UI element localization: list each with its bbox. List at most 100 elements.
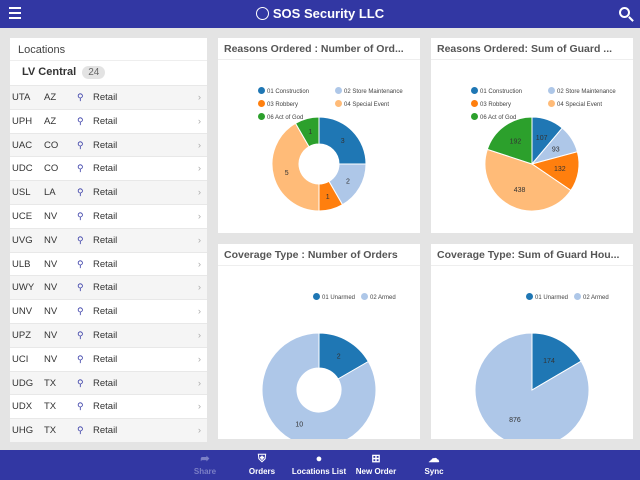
toolbar-locations-list-button[interactable]: ● Locations List — [284, 452, 354, 476]
location-code: UCI — [12, 353, 29, 365]
location-row[interactable]: UAC CO ⚲ Retail › — [10, 132, 207, 157]
pie-chart: 174 876 — [474, 332, 590, 439]
location-state: NV — [44, 353, 58, 365]
legend-label: 01 Construction — [267, 89, 310, 95]
toolbar-share-button[interactable]: ➦ Share — [170, 452, 240, 476]
toolbar-sync-button[interactable]: ☁ Sync — [399, 452, 469, 476]
location-code: UWY — [12, 282, 35, 294]
chart-card: Reasons Ordered : Number of Ord... 01 Con… — [218, 38, 420, 233]
location-type: Retail — [93, 425, 118, 437]
legend-item[interactable]: 03 Robbery — [471, 100, 511, 108]
location-row[interactable]: UCI NV ⚲ Retail › — [10, 346, 207, 371]
chevron-right-icon: › — [197, 258, 201, 270]
location-code: UPZ — [12, 329, 31, 341]
location-type: Retail — [93, 115, 118, 127]
location-code: UPH — [12, 115, 33, 127]
location-code: USL — [12, 187, 31, 199]
location-group[interactable]: LV Central 24 — [10, 61, 207, 85]
location-row[interactable]: UWY NV ⚲ Retail › — [10, 275, 207, 300]
location-row[interactable]: UVG NV ⚲ Retail › — [10, 227, 207, 252]
location-row[interactable]: USL LA ⚲ Retail › — [10, 180, 207, 204]
legend-item[interactable]: 02 Armed — [574, 293, 609, 301]
pie-chart: 2 10 — [261, 332, 377, 439]
pie-slice[interactable] — [261, 332, 377, 439]
chart-title: Reasons Ordered : Number of Ord... — [218, 38, 420, 60]
location-row[interactable]: UNV NV ⚲ Retail › — [10, 299, 207, 323]
legend-item[interactable]: 04 Special Event — [548, 100, 602, 108]
search-icon[interactable] — [619, 7, 630, 18]
locations-panel: Locations LV Central 24 UTA AZ ⚲ Retail ›… — [10, 38, 207, 442]
toolbar-label: Orders — [248, 467, 276, 476]
legend-item[interactable]: 06 Act of God — [471, 113, 516, 121]
app-title-text: SOS Security LLC — [272, 6, 385, 21]
location-state: AZ — [44, 92, 57, 103]
legend-item[interactable]: 04 Special Event — [335, 100, 389, 108]
legend-item[interactable]: 03 Robbery — [258, 100, 298, 108]
location-row[interactable]: UPZ NV ⚲ Retail › — [10, 322, 207, 347]
location-row[interactable]: UHG TX ⚲ Retail › — [10, 418, 207, 442]
location-code: UCE — [12, 210, 33, 222]
pie-slice[interactable] — [486, 116, 533, 165]
location-row[interactable]: UDC CO ⚲ Retail › — [10, 156, 207, 181]
legend-item[interactable]: 02 Armed — [361, 293, 396, 301]
location-type: Retail — [93, 187, 118, 199]
slice-label: 3 — [341, 138, 345, 145]
legend-label: 03 Robbery — [480, 102, 512, 108]
map-pin-icon: ⚲ — [77, 163, 84, 174]
legend-swatch — [471, 87, 478, 94]
pie-slice[interactable] — [271, 122, 320, 212]
hamburger-icon[interactable] — [9, 7, 21, 19]
pie-slice[interactable] — [474, 332, 590, 439]
chevron-right-icon: › — [197, 329, 201, 341]
legend-swatch — [471, 100, 478, 107]
legend-label: 02 Armed — [370, 295, 396, 301]
legend-item[interactable]: 01 Construction — [471, 87, 522, 95]
location-row[interactable]: UPH AZ ⚲ Retail › — [10, 108, 207, 133]
chevron-right-icon: › — [197, 187, 201, 199]
chart-card: Coverage Type: Sum of Guard Hou... 01 Una… — [431, 244, 633, 439]
slice-label: 107 — [536, 135, 548, 142]
location-state: TX — [44, 425, 57, 437]
slice-label: 2 — [337, 353, 341, 360]
map-pin-icon: ⚲ — [77, 401, 84, 412]
legend-label: 03 Robbery — [267, 102, 299, 108]
pie-slice[interactable] — [294, 116, 320, 148]
location-state: CO — [44, 139, 59, 151]
chevron-right-icon: › — [197, 425, 201, 437]
location-type: Retail — [93, 377, 118, 389]
pie-slice[interactable] — [484, 148, 572, 212]
legend-item[interactable]: 02 Store Maintenance — [335, 87, 403, 95]
legend-label: 01 Unarmed — [535, 295, 569, 301]
chevron-right-icon: › — [197, 234, 201, 246]
group-count-badge: 24 — [82, 66, 106, 79]
location-row[interactable]: UDG TX ⚲ Retail › — [10, 370, 207, 395]
legend-label: 02 Store Maintenance — [557, 89, 616, 95]
location-type: Retail — [93, 258, 118, 270]
legend-item[interactable]: 01 Unarmed — [526, 293, 568, 301]
location-row[interactable]: UDX TX ⚲ Retail › — [10, 394, 207, 419]
map-pin-icon: ⚲ — [77, 139, 84, 150]
location-row[interactable]: UTA AZ ⚲ Retail › — [10, 85, 207, 109]
legend-item[interactable]: 02 Store Maintenance — [548, 87, 616, 95]
legend-item[interactable]: 01 Unarmed — [313, 293, 355, 301]
location-type: Retail — [93, 401, 118, 413]
legend-label: 04 Special Event — [557, 102, 603, 108]
location-row[interactable]: UCE NV ⚲ Retail › — [10, 203, 207, 228]
locations-title: Locations — [10, 38, 207, 61]
map-pin-icon: ⚲ — [77, 306, 84, 317]
legend-swatch — [335, 100, 342, 107]
location-state: CO — [44, 163, 59, 175]
location-type: Retail — [93, 234, 118, 246]
chart-title: Reasons Ordered: Sum of Guard ... — [431, 38, 633, 60]
legend-item[interactable]: 01 Construction — [258, 87, 309, 95]
slice-label: 5 — [285, 170, 289, 177]
location-row[interactable]: ULB NV ⚲ Retail › — [10, 251, 207, 276]
toolbar-orders-button[interactable]: ⛨ Orders — [227, 452, 297, 476]
chart-card: Coverage Type : Number of Orders 01 Unarm… — [218, 244, 420, 439]
slice-label: 192 — [510, 139, 522, 146]
legend-swatch — [258, 100, 265, 107]
app-title: SOS Security LLC — [0, 6, 640, 21]
legend-item[interactable]: 06 Act of God — [258, 113, 303, 121]
slice-label: 2 — [346, 178, 350, 185]
toolbar-new-order-button[interactable]: ⊞ New Order — [341, 452, 411, 476]
